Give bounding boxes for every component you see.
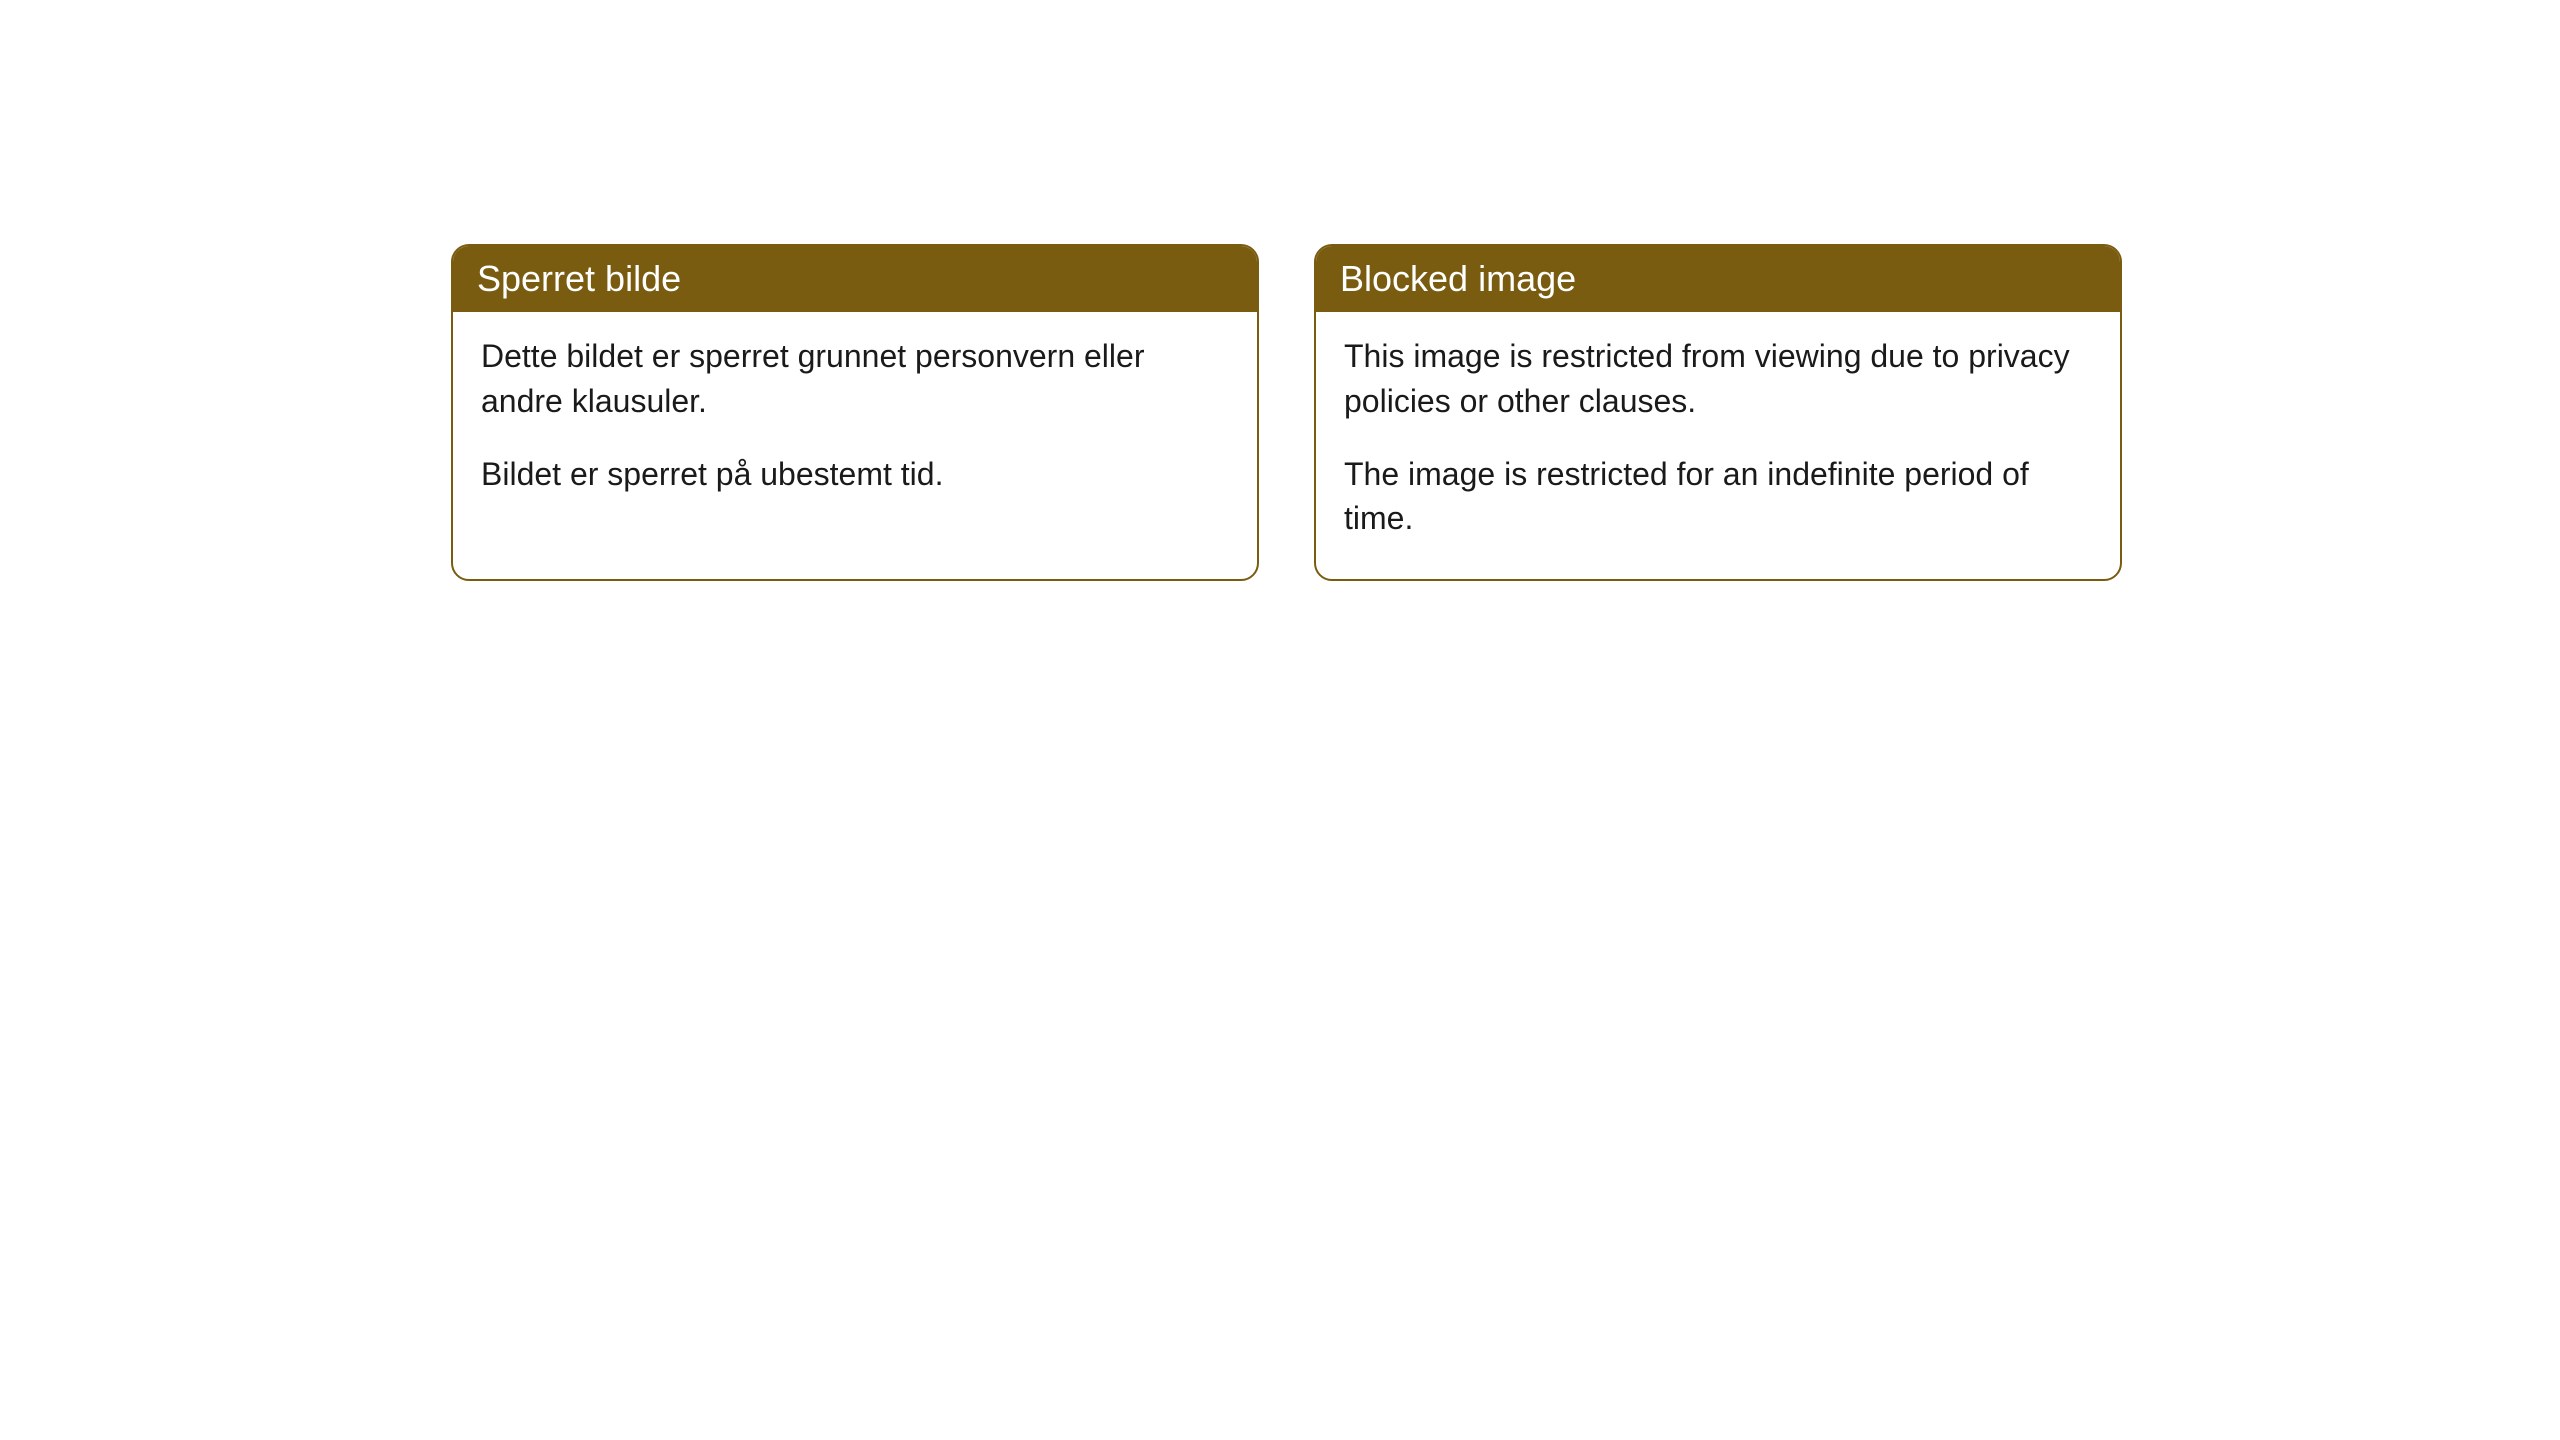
card-paragraph: Dette bildet er sperret grunnet personve… (481, 334, 1229, 424)
card-norwegian: Sperret bilde Dette bildet er sperret gr… (451, 244, 1259, 581)
card-title: Blocked image (1340, 258, 1576, 299)
card-header-english: Blocked image (1316, 246, 2120, 312)
card-paragraph: The image is restricted for an indefinit… (1344, 452, 2092, 542)
card-paragraph: Bildet er sperret på ubestemt tid. (481, 452, 1229, 497)
cards-container: Sperret bilde Dette bildet er sperret gr… (451, 244, 2122, 581)
card-english: Blocked image This image is restricted f… (1314, 244, 2122, 581)
card-header-norwegian: Sperret bilde (453, 246, 1257, 312)
card-body-norwegian: Dette bildet er sperret grunnet personve… (453, 312, 1257, 534)
card-title: Sperret bilde (477, 258, 681, 299)
card-body-english: This image is restricted from viewing du… (1316, 312, 2120, 579)
card-paragraph: This image is restricted from viewing du… (1344, 334, 2092, 424)
